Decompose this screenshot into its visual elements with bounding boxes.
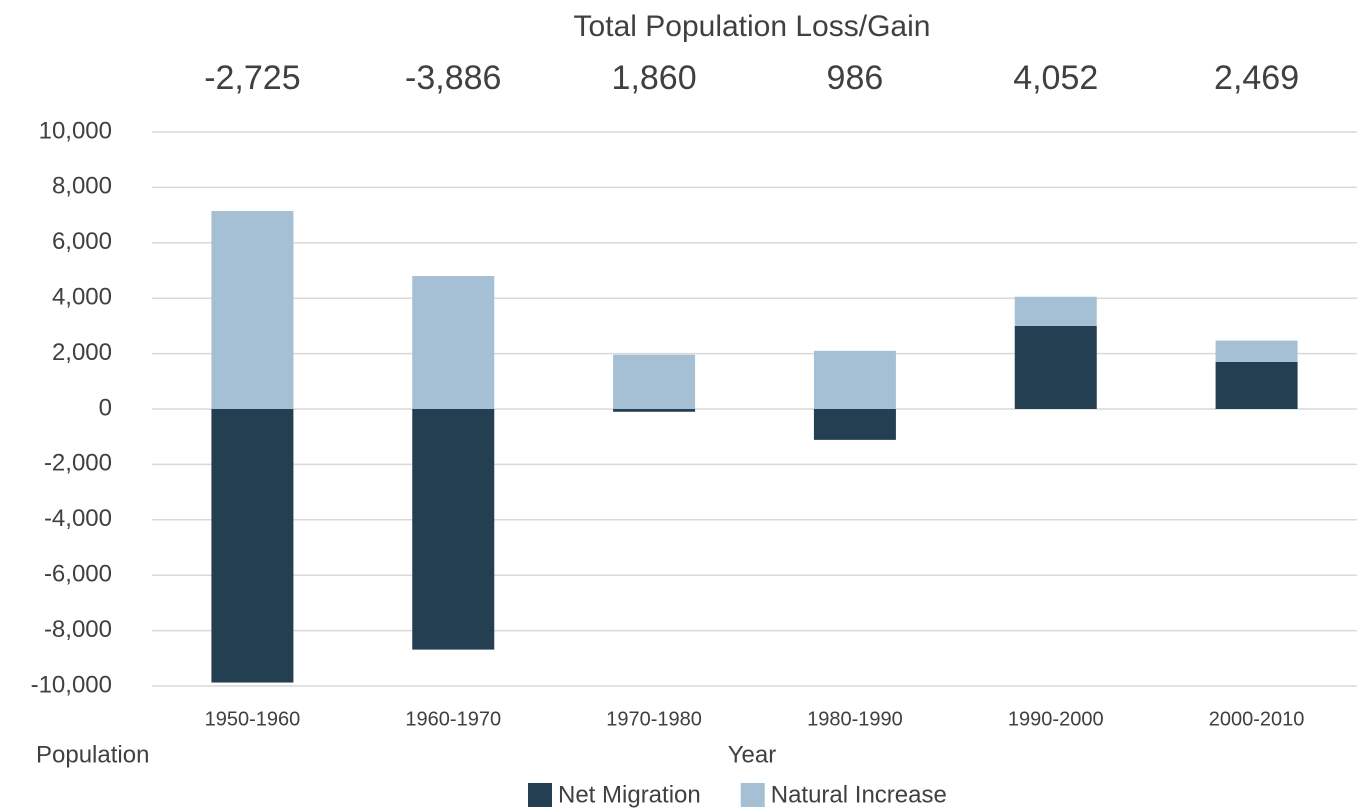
total-label: -3,886 bbox=[405, 59, 501, 97]
bar-segment bbox=[211, 210, 294, 409]
bar-segment bbox=[211, 409, 294, 683]
bar-segment bbox=[1215, 340, 1298, 362]
bar-segment bbox=[813, 350, 896, 409]
x-tick-label: 1990-2000 bbox=[1008, 708, 1104, 730]
y-tick-label: -2,000 bbox=[44, 450, 112, 477]
legend-swatch bbox=[740, 783, 765, 807]
y-tick-label: -8,000 bbox=[44, 616, 112, 643]
x-axis-label: Year bbox=[728, 741, 777, 768]
y-axis-label: Population bbox=[36, 741, 149, 768]
total-label: 1,860 bbox=[612, 59, 697, 97]
legend-label: Natural Increase bbox=[771, 781, 947, 808]
bar-segment bbox=[412, 276, 495, 409]
y-tick-label: -6,000 bbox=[44, 561, 112, 588]
y-tick-label: 0 bbox=[99, 394, 112, 421]
x-tick-label: 1960-1970 bbox=[405, 708, 501, 730]
legend-swatch bbox=[528, 783, 552, 807]
y-tick-label: 4,000 bbox=[52, 284, 112, 311]
bar-segment bbox=[613, 354, 696, 409]
x-tick-label: 1970-1980 bbox=[606, 708, 702, 730]
y-tick-label: 10,000 bbox=[39, 117, 112, 144]
x-tick-label: 1950-1960 bbox=[205, 708, 301, 730]
total-label: 4,052 bbox=[1013, 59, 1098, 97]
legend-label: Net Migration bbox=[558, 781, 701, 808]
y-tick-label: 8,000 bbox=[52, 173, 112, 200]
bar-segment bbox=[613, 409, 696, 412]
x-tick-label: 2000-2010 bbox=[1209, 708, 1305, 730]
x-tick-label: 1980-1990 bbox=[807, 708, 903, 730]
bar-segment bbox=[813, 409, 896, 440]
y-tick-label: 2,000 bbox=[52, 339, 112, 366]
total-label: -2,725 bbox=[204, 59, 300, 97]
bar-segment bbox=[1215, 361, 1298, 409]
y-tick-label: 6,000 bbox=[52, 228, 112, 255]
bar-segment bbox=[412, 409, 495, 650]
bar-segment bbox=[1014, 325, 1097, 409]
bar-segment bbox=[1014, 296, 1097, 326]
y-tick-label: -4,000 bbox=[44, 505, 112, 532]
total-label: 986 bbox=[827, 59, 884, 97]
y-tick-label: -10,000 bbox=[31, 671, 112, 698]
chart-title: Total Population Loss/Gain bbox=[574, 10, 931, 43]
total-label: 2,469 bbox=[1214, 59, 1299, 97]
